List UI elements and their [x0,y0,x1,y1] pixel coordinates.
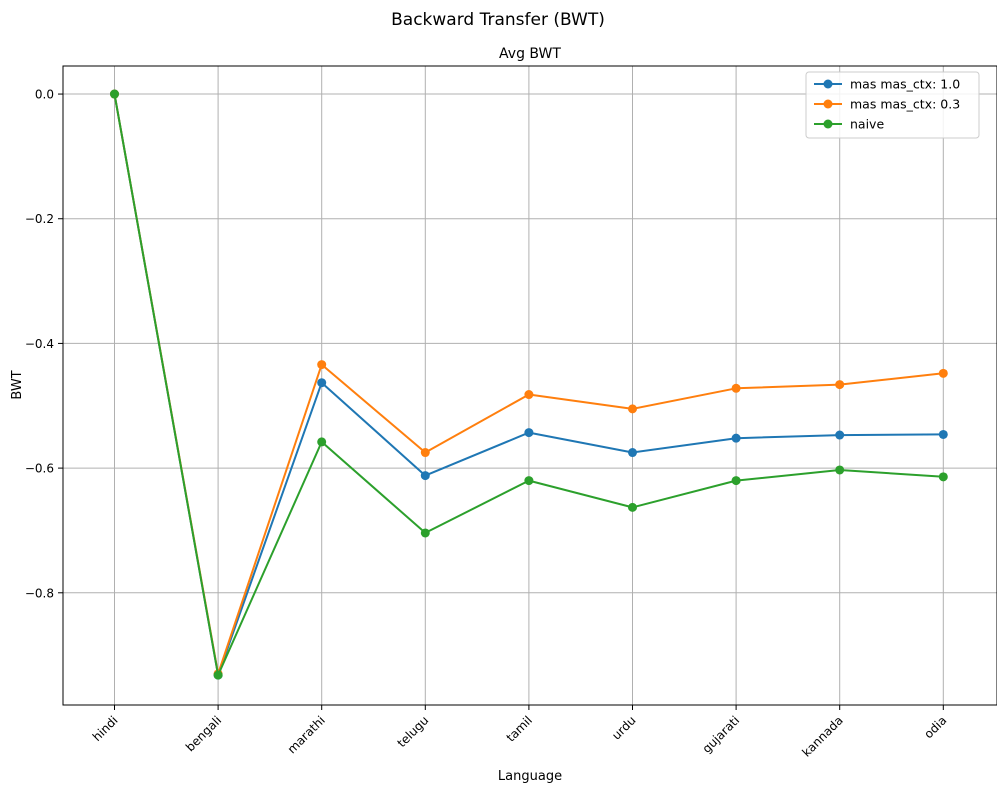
data-point [317,378,327,388]
legend: mas mas_ctx: 1.0 mas mas_ctx: 0.3 naive [805,71,980,139]
data-point [628,404,637,414]
data-point [524,476,534,486]
y-tick-label: −0.6 [25,462,54,476]
data-point [938,429,948,439]
data-point [938,368,948,378]
y-axis: 0.0 −0.2 −0.4 −0.6 −0.8 [25,88,63,600]
x-tick-label: urdu [609,713,638,742]
x-tick-label: gujarati [700,713,743,756]
x-tick-label: bengali [183,713,224,754]
data-point [731,433,741,443]
data-point [110,89,119,99]
data-point [835,380,845,390]
legend-box [805,71,980,139]
x-tick-label: telugu [394,713,431,750]
data-point [938,472,948,482]
x-tick-label: tamil [504,713,535,744]
data-point [628,448,637,458]
chart-suptitle: Backward Transfer (BWT) [391,10,605,30]
x-tick-label: kannada [799,713,845,759]
data-point [835,430,845,440]
y-axis-label: BWT [10,370,25,399]
data-point [317,360,327,370]
legend-entry: mas mas_ctx: 0.3 [814,97,960,112]
plot-area [110,89,948,680]
data-point [420,471,430,481]
data-point [835,465,845,475]
legend-label: mas mas_ctx: 0.3 [850,97,960,112]
x-tick-label: hindi [90,713,121,744]
series-2 [110,89,948,680]
y-tick-label: −0.2 [25,212,54,226]
x-axis-label: Language [498,769,562,784]
x-tick-label: marathi [285,713,328,756]
legend-label: naive [850,117,884,132]
legend-marker [823,79,833,89]
data-point [213,670,223,680]
data-point [524,428,534,438]
x-tick-label: odia [921,713,949,741]
data-point [628,502,637,512]
x-axis: hindi bengali marathi telugu tamil urdu gujara… [90,705,949,760]
y-tick-label: 0.0 [35,88,54,102]
legend-marker [823,99,833,109]
data-point [731,476,741,486]
data-point [420,448,430,458]
grid-lines [63,66,997,705]
legend-label: mas mas_ctx: 1.0 [850,77,960,92]
legend-marker [823,119,833,129]
chart-title: Avg BWT [499,46,561,62]
axes-frame [62,65,997,706]
data-point [317,437,327,447]
data-point [524,390,534,400]
legend-entry: mas mas_ctx: 1.0 [814,77,960,92]
y-tick-label: −0.4 [25,337,54,351]
y-tick-label: −0.8 [25,586,54,600]
legend-entry: naive [814,117,884,132]
data-point [731,383,741,393]
data-point [420,528,430,538]
